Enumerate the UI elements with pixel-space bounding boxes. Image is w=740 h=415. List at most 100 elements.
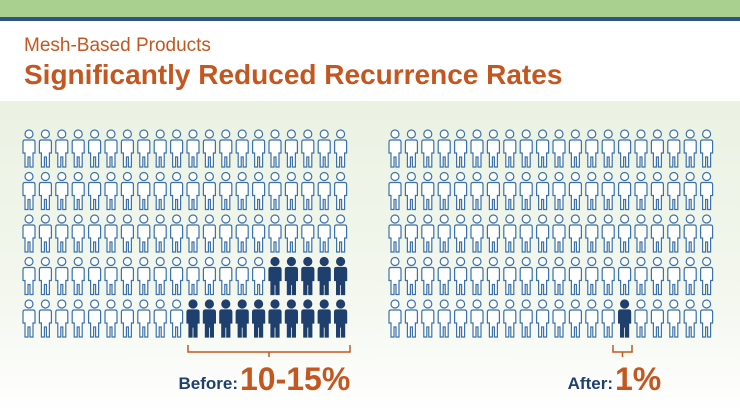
person-icon bbox=[104, 256, 118, 296]
person-icon-filled bbox=[252, 299, 266, 338]
person-icon bbox=[650, 299, 665, 338]
person-icon bbox=[170, 171, 184, 211]
person-icon bbox=[404, 256, 418, 296]
person-icon bbox=[55, 256, 69, 296]
person-icon bbox=[634, 299, 648, 338]
person-icon-filled bbox=[301, 299, 315, 338]
person-icon-filled bbox=[617, 299, 632, 338]
person-icon bbox=[55, 171, 69, 211]
person-icon bbox=[104, 129, 118, 168]
person-icon bbox=[568, 299, 583, 338]
person-icon bbox=[71, 129, 85, 168]
person-icon bbox=[170, 299, 184, 338]
person-icon bbox=[699, 256, 714, 296]
person-icon bbox=[252, 256, 266, 296]
person-icon bbox=[186, 171, 200, 211]
person-icon bbox=[235, 256, 249, 296]
person-icon bbox=[437, 299, 451, 338]
person-icon bbox=[454, 256, 468, 296]
person-icon bbox=[22, 171, 36, 211]
person-icon bbox=[284, 214, 298, 253]
person-icon bbox=[55, 299, 69, 338]
person-icon-filled bbox=[235, 299, 249, 338]
person-icon bbox=[699, 299, 714, 338]
person-icon bbox=[71, 256, 85, 296]
person-icon bbox=[87, 171, 102, 211]
person-icon bbox=[650, 214, 665, 253]
person-icon bbox=[186, 256, 200, 296]
person-icon bbox=[219, 256, 233, 296]
person-icon bbox=[617, 171, 632, 211]
person-icon bbox=[252, 171, 266, 211]
person-icon bbox=[137, 171, 151, 211]
person-icon bbox=[38, 129, 53, 168]
person-icon bbox=[470, 299, 484, 338]
title: Significantly Reduced Recurrence Rates bbox=[24, 59, 563, 90]
person-icon bbox=[535, 171, 550, 211]
panel-label: After: bbox=[568, 374, 613, 393]
person-icon bbox=[219, 129, 233, 168]
person-icon bbox=[388, 171, 402, 211]
person-icon bbox=[552, 129, 566, 168]
person-icon bbox=[585, 171, 599, 211]
person-icon bbox=[87, 256, 102, 296]
person-icon bbox=[454, 299, 468, 338]
person-icon bbox=[634, 171, 648, 211]
person-icon bbox=[317, 129, 331, 168]
person-icon bbox=[137, 299, 151, 338]
person-icon-filled bbox=[284, 299, 298, 338]
person-icon bbox=[268, 171, 282, 211]
person-icon bbox=[421, 256, 435, 296]
person-icon bbox=[519, 129, 533, 168]
person-icon bbox=[104, 214, 118, 253]
person-icon bbox=[55, 129, 69, 168]
person-icon bbox=[301, 171, 315, 211]
person-icon bbox=[486, 256, 500, 296]
person-icon bbox=[699, 171, 714, 211]
person-icon bbox=[486, 299, 500, 338]
person-icon bbox=[104, 299, 118, 338]
person-icon bbox=[667, 299, 681, 338]
person-icon bbox=[568, 171, 583, 211]
person-icon bbox=[55, 214, 69, 253]
person-icon-filled bbox=[317, 299, 331, 338]
person-icon bbox=[137, 256, 151, 296]
person-icon bbox=[503, 299, 517, 338]
person-icon bbox=[219, 214, 233, 253]
person-icon bbox=[388, 214, 402, 253]
top-bar bbox=[0, 0, 740, 17]
person-icon bbox=[437, 129, 451, 168]
panel-value: 1% bbox=[615, 361, 661, 397]
person-icon bbox=[454, 171, 468, 211]
person-icon bbox=[235, 171, 249, 211]
person-icon bbox=[585, 256, 599, 296]
person-icon bbox=[667, 171, 681, 211]
person-icon bbox=[301, 214, 315, 253]
person-icon bbox=[503, 256, 517, 296]
person-icon bbox=[634, 214, 648, 253]
header: Mesh-Based Products Significantly Reduce… bbox=[0, 21, 740, 101]
person-icon bbox=[153, 129, 167, 168]
person-icon bbox=[38, 299, 53, 338]
person-icon bbox=[585, 129, 599, 168]
person-icon bbox=[421, 214, 435, 253]
person-icon bbox=[186, 214, 200, 253]
person-icon-filled bbox=[268, 299, 282, 338]
person-icon bbox=[552, 299, 566, 338]
person-icon bbox=[437, 214, 451, 253]
icon-grid bbox=[22, 129, 714, 338]
person-icon bbox=[535, 256, 550, 296]
person-icon bbox=[601, 129, 615, 168]
bracket bbox=[187, 345, 351, 357]
person-icon bbox=[202, 171, 216, 211]
person-icon bbox=[650, 171, 665, 211]
person-icon bbox=[601, 171, 615, 211]
person-icon bbox=[617, 129, 632, 168]
person-icon bbox=[202, 256, 216, 296]
person-icon bbox=[153, 299, 167, 338]
person-icon bbox=[503, 129, 517, 168]
person-icon bbox=[235, 129, 249, 168]
panel-label: Before: bbox=[178, 374, 238, 393]
person-icon bbox=[486, 171, 500, 211]
